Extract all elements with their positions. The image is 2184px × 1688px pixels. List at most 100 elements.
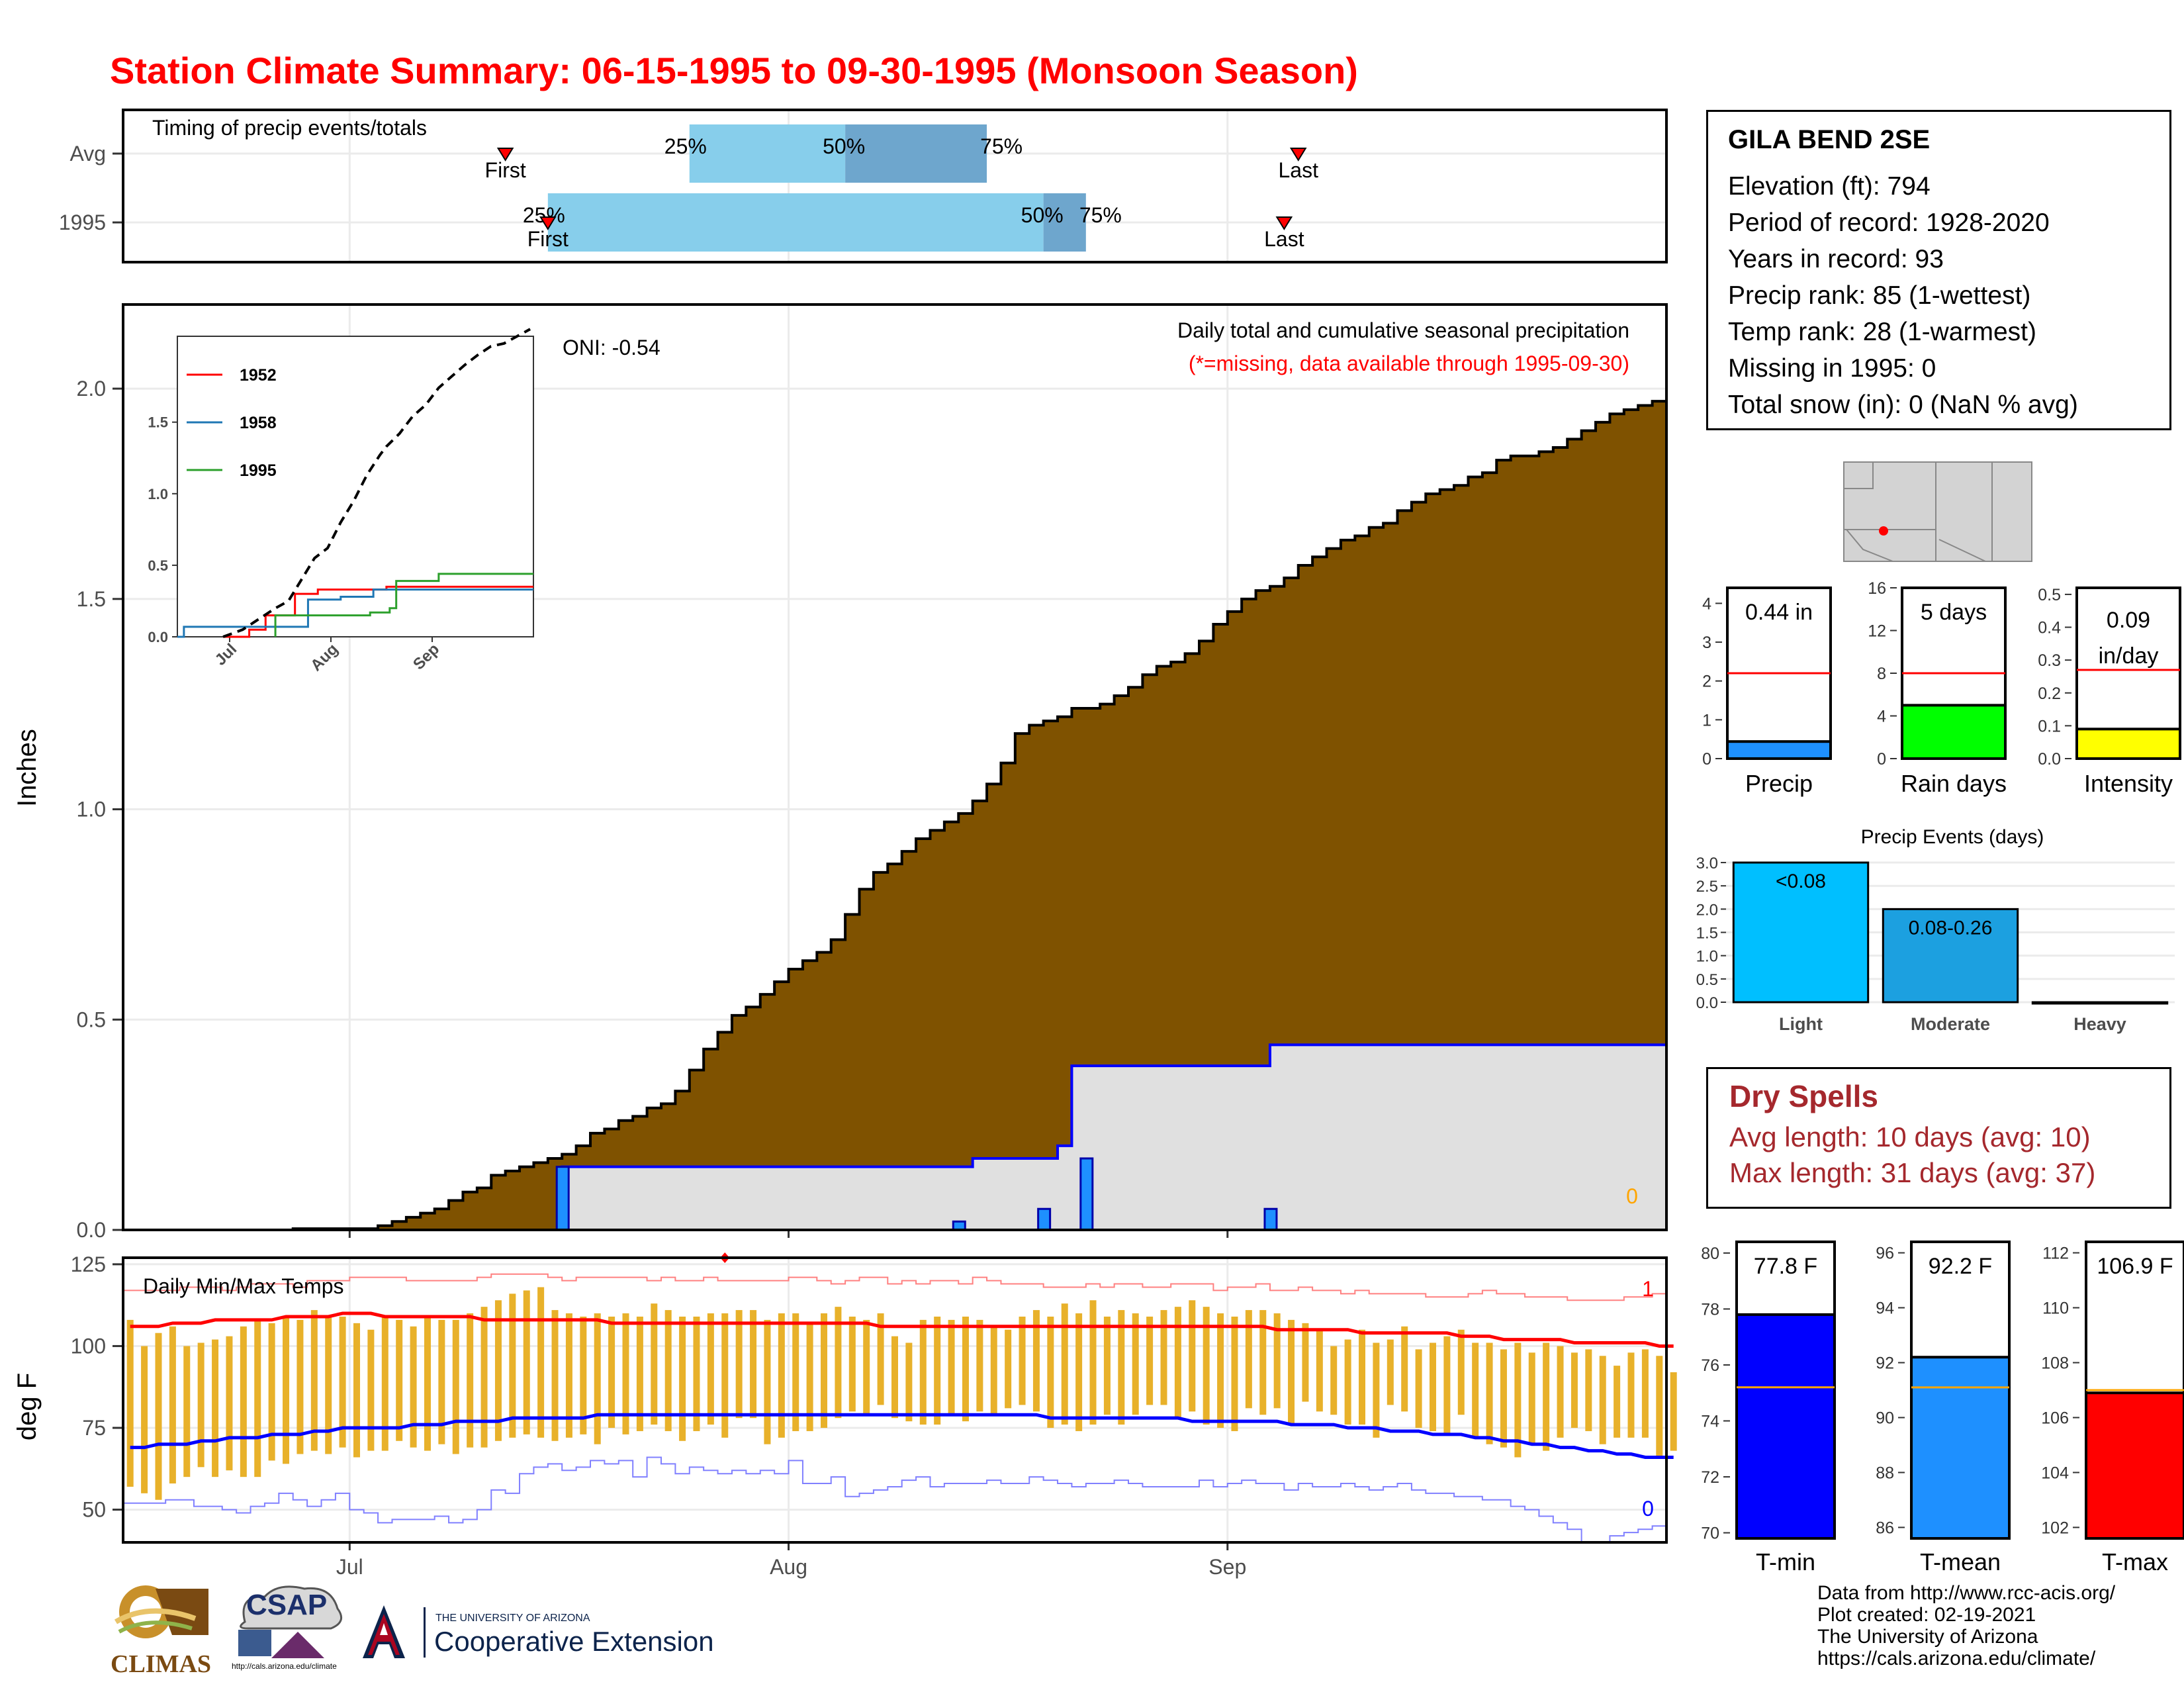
tmean-y-tick-label: 90 — [1876, 1409, 1894, 1427]
events-bar-heavy — [2031, 1001, 2169, 1005]
ua-logo: THE UNIVERSITY OF ARIZONA Cooperative Ex… — [357, 1602, 754, 1662]
daily-temp-bar — [1160, 1310, 1167, 1405]
daily-temp-bar — [1245, 1310, 1252, 1409]
daily-temp-bar — [976, 1319, 983, 1412]
timing-panel-border — [122, 109, 1668, 263]
daily-temp-bar — [226, 1336, 233, 1471]
intensity-category-label: Intensity — [2084, 770, 2173, 797]
inset-legend-label: 1995 — [240, 461, 277, 480]
tmin-y-tick-label: 70 — [1701, 1524, 1719, 1543]
tmin-y-tick-label: 72 — [1701, 1468, 1719, 1487]
missing-count-label: 0 — [1626, 1184, 1638, 1208]
daily-temp-bar — [608, 1316, 615, 1429]
timing-bar-50-75 — [845, 124, 987, 183]
state-border — [1846, 529, 1986, 562]
precip-panel-border — [122, 303, 1668, 1231]
daily-temp-bar — [962, 1316, 969, 1422]
rain_days-y-tick-label: 8 — [1877, 665, 1886, 683]
daily-temp-bar — [268, 1323, 275, 1461]
daily-temp-bar — [1614, 1366, 1621, 1438]
daily-temp-bar — [1103, 1316, 1111, 1415]
csap-logo: CSAP http://cals.arizona.edu/climate — [232, 1582, 347, 1675]
events-y-tick-label: 2.0 — [1696, 901, 1718, 919]
daily-temp-bar — [1500, 1349, 1507, 1448]
dry-spells-box: Dry Spells Avg length: 10 days (avg: 10)… — [1706, 1067, 2171, 1209]
inset-legend-label: 1952 — [240, 366, 277, 385]
precip-y-axis-label: Inches — [13, 729, 42, 807]
daily-temp-bar — [1627, 1352, 1635, 1438]
daily-temp-bar — [339, 1316, 346, 1448]
station-snow: Total snow (in): 0 (NaN % avg) — [1728, 391, 2078, 419]
daily-temp-bar — [438, 1319, 445, 1444]
csap-logo-mark — [238, 1585, 343, 1658]
daily-precip-bar — [1263, 1207, 1278, 1231]
daily-temp-bar — [424, 1316, 431, 1451]
events-bar-moderate — [1882, 908, 2019, 1004]
daily-temp-bar — [1443, 1336, 1451, 1434]
daily-temp-bar — [948, 1319, 955, 1415]
inset-y-tick-label: 0.0 — [148, 629, 168, 645]
last-marker — [1289, 148, 1307, 162]
daily-temp-bar — [934, 1316, 941, 1425]
daily-temp-bar — [721, 1313, 729, 1438]
rain_days-bar — [1901, 704, 2007, 760]
daily-temp-bar — [197, 1342, 205, 1468]
temp-y-tick-label: 50 — [82, 1498, 106, 1522]
avg-tmin-line — [130, 1413, 1674, 1459]
daily-temp-bar — [1387, 1339, 1394, 1405]
daily-temp-bar — [1259, 1310, 1267, 1415]
precip_total-y-tick-label: 4 — [1702, 594, 1711, 613]
inset-y-tick-label: 1.0 — [148, 486, 168, 502]
daily-temp-bar — [1528, 1352, 1535, 1444]
daily-temp-bar — [212, 1339, 219, 1477]
ua-a-icon — [363, 1605, 405, 1658]
climas-logo-text: CLIMAS — [111, 1650, 212, 1678]
tmin-bar — [1735, 1313, 1836, 1540]
daily-temp-bar — [1557, 1346, 1564, 1438]
temp-y-tick-label: 100 — [71, 1334, 106, 1358]
daily-temp-bar — [891, 1336, 898, 1419]
tmin-y-tick-label: 80 — [1701, 1244, 1719, 1263]
precip-y-tick-label: 2.0 — [77, 377, 106, 400]
timing-label-50: 50% — [1021, 203, 1064, 227]
intensity-y-tick-label: 0.2 — [2038, 684, 2061, 703]
daily-temp-bar — [580, 1316, 587, 1434]
inset-y-tick-label: 1.5 — [148, 414, 168, 431]
intensity-y-tick-label: 0.5 — [2038, 586, 2061, 604]
tmean-y-tick-label: 96 — [1876, 1244, 1894, 1263]
daily-temp-bar — [707, 1313, 714, 1425]
first-marker — [496, 148, 514, 162]
daily-temp-bar — [296, 1319, 304, 1454]
precip-title: Daily total and cumulative seasonal prec… — [1177, 318, 1629, 342]
tmin-category-label: T-min — [1756, 1548, 1815, 1575]
first-marker — [539, 216, 557, 230]
tmax-y-tick-label: 104 — [2041, 1464, 2069, 1482]
daily-temp-bar — [594, 1313, 601, 1444]
inset-legend-label: 1958 — [240, 414, 277, 432]
timing-label-50: 50% — [823, 134, 865, 158]
events-category-label: Moderate — [1911, 1014, 1990, 1034]
tmean-bar — [1910, 1356, 2011, 1540]
daily-temp-bar — [325, 1316, 332, 1454]
rain_days-category-label: Rain days — [1901, 770, 2007, 797]
record-max-line — [123, 1273, 1666, 1301]
events-category-label: Heavy — [2073, 1014, 2126, 1034]
station-period: Period of record: 1928-2020 — [1728, 209, 2050, 237]
temp-y-axis-label: deg F — [13, 1373, 42, 1440]
precip_total-y-tick-label: 3 — [1702, 633, 1711, 652]
precip-subtitle: (*=missing, data available through 1995-… — [1189, 352, 1629, 375]
daily-temp-bar — [664, 1310, 672, 1431]
intensity-y-tick-label: 0.3 — [2038, 651, 2061, 670]
events-bar-light — [1732, 861, 1870, 1004]
daily-temp-bar — [310, 1310, 318, 1451]
dry-spells-max: Max length: 31 days (avg: 37) — [1729, 1157, 2096, 1188]
climas-logo-mark — [114, 1585, 208, 1638]
daily-temp-bar — [835, 1307, 842, 1419]
daily-temp-bar — [1457, 1329, 1465, 1415]
temp-x-tick-label: Aug — [770, 1555, 807, 1579]
daily-temp-bar — [1401, 1326, 1408, 1412]
timing-label-first: First — [485, 158, 526, 182]
temp-x-tick-label: Sep — [1208, 1555, 1246, 1579]
daily-temp-bar — [792, 1313, 799, 1431]
precip-y-tick-label: 0.0 — [77, 1218, 106, 1242]
